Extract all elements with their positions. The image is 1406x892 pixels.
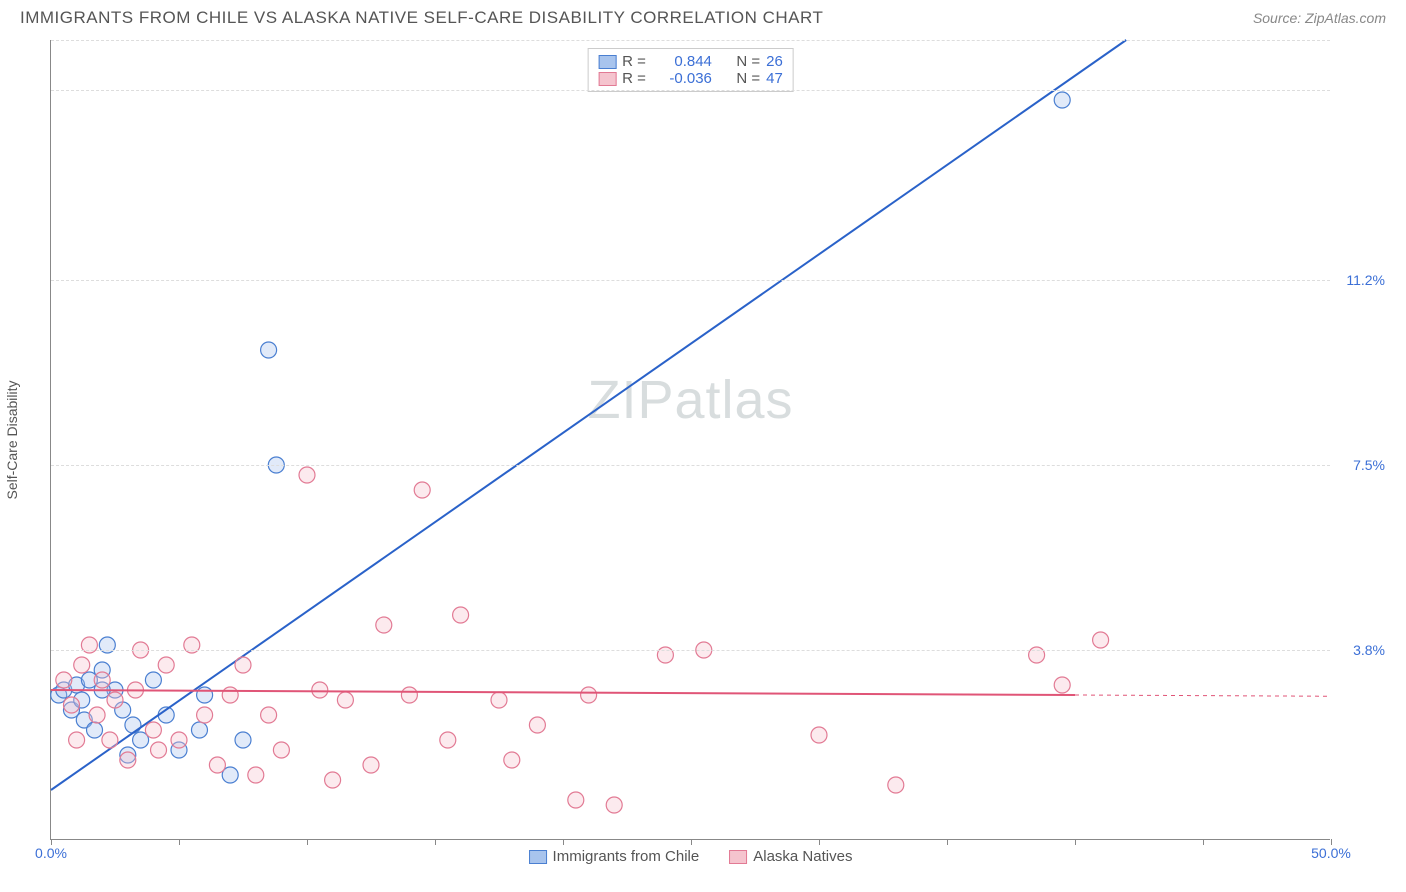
y-tick-label: 3.8%	[1353, 642, 1385, 658]
data-point	[248, 767, 264, 783]
data-point	[69, 732, 85, 748]
x-tick	[435, 839, 436, 845]
series-name: Alaska Natives	[753, 848, 852, 865]
source-label: Source: ZipAtlas.com	[1253, 10, 1386, 26]
series-name: Immigrants from Chile	[553, 848, 700, 865]
data-point	[158, 657, 174, 673]
x-tick-label: 50.0%	[1311, 845, 1351, 861]
data-point	[235, 657, 251, 673]
data-point	[171, 732, 187, 748]
data-point	[888, 777, 904, 793]
y-axis-label: Self-Care Disability	[4, 380, 20, 499]
data-point	[89, 707, 105, 723]
data-point	[107, 692, 123, 708]
data-point	[151, 742, 167, 758]
chart-svg	[51, 40, 1330, 839]
data-point	[568, 792, 584, 808]
series-legend-item: Immigrants from Chile	[529, 848, 700, 865]
x-tick	[947, 839, 948, 845]
trend-line-extension	[1075, 695, 1331, 696]
x-tick	[819, 839, 820, 845]
gridline	[51, 465, 1330, 466]
x-tick	[563, 839, 564, 845]
data-point	[1054, 677, 1070, 693]
x-tick	[1203, 839, 1204, 845]
legend-swatch	[529, 850, 547, 864]
data-point	[312, 682, 328, 698]
x-tick	[179, 839, 180, 845]
data-point	[325, 772, 341, 788]
x-tick	[1075, 839, 1076, 845]
data-point	[209, 757, 225, 773]
data-point	[222, 687, 238, 703]
data-point	[197, 687, 213, 703]
x-tick	[691, 839, 692, 845]
chart-container: Self-Care Disability ZIPatlas R = 0.844 …	[50, 40, 1390, 840]
data-point	[376, 617, 392, 633]
data-point	[401, 687, 417, 703]
series-legend-item: Alaska Natives	[729, 848, 852, 865]
data-point	[191, 722, 207, 738]
data-point	[414, 482, 430, 498]
data-point	[145, 722, 161, 738]
data-point	[1093, 632, 1109, 648]
data-point	[606, 797, 622, 813]
data-point	[1054, 92, 1070, 108]
data-point	[235, 732, 251, 748]
data-point	[504, 752, 520, 768]
data-point	[261, 707, 277, 723]
data-point	[273, 742, 289, 758]
gridline	[51, 650, 1330, 651]
y-tick-label: 7.5%	[1353, 457, 1385, 473]
data-point	[261, 342, 277, 358]
data-point	[363, 757, 379, 773]
data-point	[94, 672, 110, 688]
data-point	[337, 692, 353, 708]
data-point	[440, 732, 456, 748]
gridline	[51, 90, 1330, 91]
x-tick-label: 0.0%	[35, 845, 67, 861]
data-point	[102, 732, 118, 748]
plot-area: ZIPatlas R = 0.844 N = 26R = -0.036 N = …	[50, 40, 1330, 840]
data-point	[299, 467, 315, 483]
data-point	[529, 717, 545, 733]
x-tick	[307, 839, 308, 845]
data-point	[87, 722, 103, 738]
data-point	[125, 717, 141, 733]
data-point	[120, 752, 136, 768]
data-point	[453, 607, 469, 623]
data-point	[56, 672, 72, 688]
data-point	[197, 707, 213, 723]
gridline	[51, 280, 1330, 281]
gridline	[51, 40, 1330, 41]
data-point	[491, 692, 507, 708]
data-point	[63, 697, 79, 713]
y-tick-label: 11.2%	[1346, 272, 1385, 288]
legend-swatch	[729, 850, 747, 864]
data-point	[145, 672, 161, 688]
data-point	[581, 687, 597, 703]
data-point	[811, 727, 827, 743]
chart-title: IMMIGRANTS FROM CHILE VS ALASKA NATIVE S…	[20, 8, 823, 28]
trend-line	[51, 40, 1126, 790]
series-legend: Immigrants from Chile Alaska Natives	[529, 848, 853, 865]
data-point	[74, 657, 90, 673]
